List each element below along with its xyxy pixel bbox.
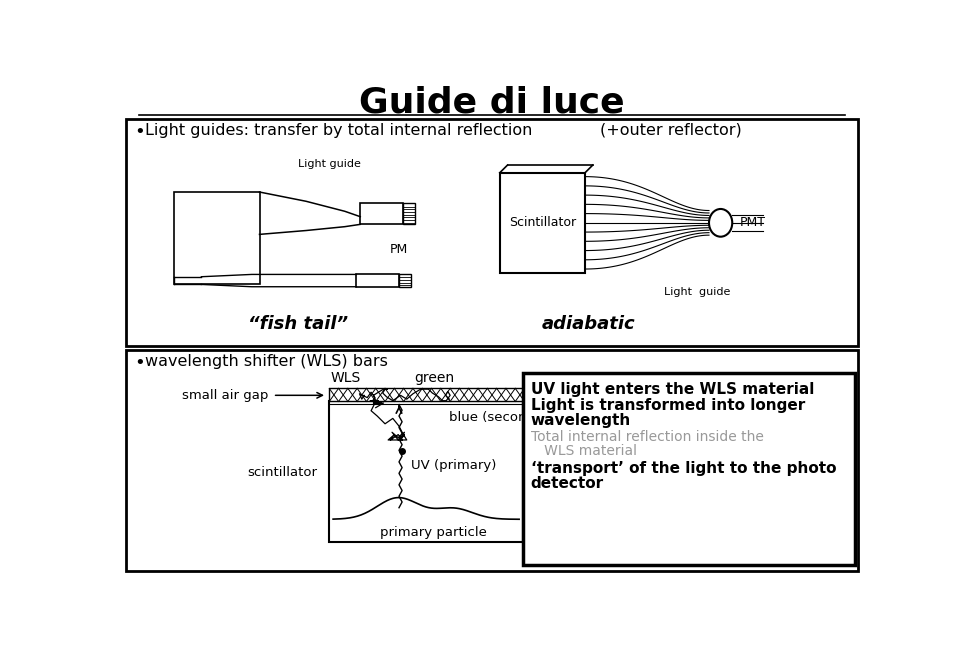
Bar <box>126 119 858 346</box>
Text: Light is transformed into longer: Light is transformed into longer <box>531 397 805 413</box>
Text: small air gap: small air gap <box>182 389 269 402</box>
Bar <box>360 203 403 225</box>
Text: blue (secondary): blue (secondary) <box>449 411 562 424</box>
Text: PM: PM <box>390 243 408 256</box>
Bar <box>329 388 523 401</box>
Bar <box>523 373 854 566</box>
Text: Light guides: transfer by total internal reflection: Light guides: transfer by total internal… <box>145 123 532 138</box>
Text: UV (primary): UV (primary) <box>412 459 496 472</box>
Bar <box>524 387 610 403</box>
Text: Light guide: Light guide <box>298 159 361 169</box>
Text: “fish tail”: “fish tail” <box>249 315 348 333</box>
Text: adiabatic: adiabatic <box>542 315 636 333</box>
Text: scintillator: scintillator <box>248 466 318 479</box>
Bar <box>500 173 585 273</box>
Text: PMT: PMT <box>740 216 766 229</box>
Text: (+outer reflector): (+outer reflector) <box>601 123 742 138</box>
Bar <box>403 203 415 225</box>
Ellipse shape <box>709 209 732 237</box>
Bar <box>126 350 858 571</box>
Text: primary particle: primary particle <box>380 526 488 539</box>
Text: wavelength: wavelength <box>531 413 631 428</box>
Bar <box>356 275 399 286</box>
Bar <box>399 275 411 286</box>
Text: •: • <box>134 353 145 372</box>
Text: WLS: WLS <box>331 371 361 384</box>
Bar <box>329 401 523 543</box>
Text: Guide di luce: Guide di luce <box>359 86 625 120</box>
Text: Photo detector: Photo detector <box>521 389 613 402</box>
Text: ‘transport’ of the light to the photo: ‘transport’ of the light to the photo <box>531 461 836 476</box>
Text: detector: detector <box>531 476 604 491</box>
Text: Scintillator: Scintillator <box>509 216 576 229</box>
Bar <box>175 192 259 284</box>
Text: UV light enters the WLS material: UV light enters the WLS material <box>531 382 814 397</box>
Text: Light  guide: Light guide <box>664 286 731 297</box>
Text: green: green <box>415 371 455 384</box>
Text: Total internal reflection inside the: Total internal reflection inside the <box>531 430 763 444</box>
Text: WLS material: WLS material <box>531 444 636 458</box>
Text: wavelength shifter (WLS) bars: wavelength shifter (WLS) bars <box>145 353 388 369</box>
Text: •: • <box>134 123 145 141</box>
